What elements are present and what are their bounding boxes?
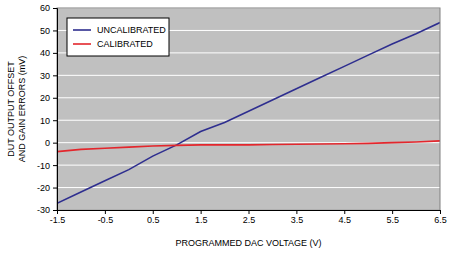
- grid: [57, 8, 440, 210]
- tick-label: -1.5: [50, 215, 66, 225]
- tick-mark: [53, 8, 57, 9]
- tick: -10: [37, 160, 57, 170]
- tick-label: 2.5: [243, 215, 256, 225]
- x-axis: -1.5 -0.5 0.5 1.5 2.5 3.5 4.5 5.5 6.5: [50, 210, 447, 225]
- grid-line: [57, 120, 440, 121]
- tick-label: -0.5: [98, 215, 114, 225]
- tick-label: -30: [37, 205, 50, 215]
- tick-label: 0: [45, 138, 50, 148]
- tick: 30: [40, 71, 57, 81]
- tick-label: 0.5: [147, 215, 160, 225]
- tick-mark: [53, 98, 57, 99]
- tick-label: 4.5: [338, 215, 351, 225]
- grid-line: [57, 165, 440, 166]
- tick-mark: [153, 210, 154, 214]
- tick-label: 1.5: [195, 215, 208, 225]
- legend-box: [67, 18, 169, 56]
- y-axis-title: DUT OUTPUT OFFSETAND GAIN ERRORS (mV): [6, 56, 27, 163]
- tick: 10: [40, 116, 57, 126]
- tick-mark: [53, 30, 57, 31]
- plot: -1.5 -0.5 0.5 1.5 2.5 3.5 4.5 5.5 6.5 -30 -20 -10 0 1…: [37, 3, 447, 225]
- legend-swatch: [73, 29, 91, 31]
- tick: 3.5: [291, 210, 304, 225]
- tick-mark: [344, 210, 345, 214]
- legend-label: UNCALIBRATED: [97, 25, 166, 35]
- series-line: [57, 141, 440, 152]
- tick-mark: [440, 210, 441, 214]
- tick: 1.5: [195, 210, 208, 225]
- tick-label: -10: [37, 160, 50, 170]
- tick-mark: [296, 210, 297, 214]
- tick: 40: [40, 48, 57, 58]
- tick-mark: [53, 75, 57, 76]
- plot-background: [57, 8, 440, 210]
- chart: -1.5 -0.5 0.5 1.5 2.5 3.5 4.5 5.5 6.5 -30 -20 -10 0 1…: [0, 0, 449, 254]
- tick: 0.5: [147, 210, 160, 225]
- tick-label: 20: [40, 93, 50, 103]
- tick: 4.5: [338, 210, 351, 225]
- tick-label: 30: [40, 71, 50, 81]
- tick: 2.5: [243, 210, 256, 225]
- tick-mark: [249, 210, 250, 214]
- x-axis-title: PROGRAMMED DAC VOLTAGE (V): [175, 238, 321, 248]
- tick: -30: [37, 205, 57, 215]
- grid-line: [57, 97, 440, 98]
- legend-swatch: [73, 43, 91, 45]
- axis-line: [53, 9, 58, 211]
- tick: 60: [40, 3, 57, 13]
- tick-mark: [105, 210, 106, 214]
- y-axis: -30 -20 -10 0 10 20 30 40 50 60: [37, 3, 58, 215]
- axis-line: [58, 211, 441, 215]
- tick-label: -20: [37, 183, 50, 193]
- tick: -1.5: [50, 210, 66, 225]
- tick-label: 3.5: [291, 215, 304, 225]
- tick-mark: [53, 188, 57, 189]
- tick-label: 6.5: [434, 215, 447, 225]
- tick: -0.5: [98, 210, 114, 225]
- legend: UNCALIBRATED CALIBRATED: [67, 18, 169, 56]
- tick-mark: [53, 120, 57, 121]
- tick-mark: [53, 165, 57, 166]
- grid-line: [57, 187, 440, 188]
- tick-mark: [53, 143, 57, 144]
- tick-label: 10: [40, 116, 50, 126]
- tick-mark: [392, 210, 393, 214]
- plot-frame: [57, 8, 440, 210]
- tick-label: 40: [40, 48, 50, 58]
- tick: 5.5: [386, 210, 399, 225]
- tick-mark: [53, 53, 57, 54]
- tick-label: 50: [40, 26, 50, 36]
- tick-label: 5.5: [386, 215, 399, 225]
- legend-label: CALIBRATED: [97, 39, 153, 49]
- tick-mark: [201, 210, 202, 214]
- tick: 6.5: [434, 210, 447, 225]
- tick: 0: [45, 138, 57, 148]
- tick-mark: [53, 210, 57, 211]
- tick: 20: [40, 93, 57, 103]
- tick: -20: [37, 183, 57, 193]
- tick-label: 60: [40, 3, 50, 13]
- grid-line: [57, 75, 440, 76]
- tick: 50: [40, 26, 57, 36]
